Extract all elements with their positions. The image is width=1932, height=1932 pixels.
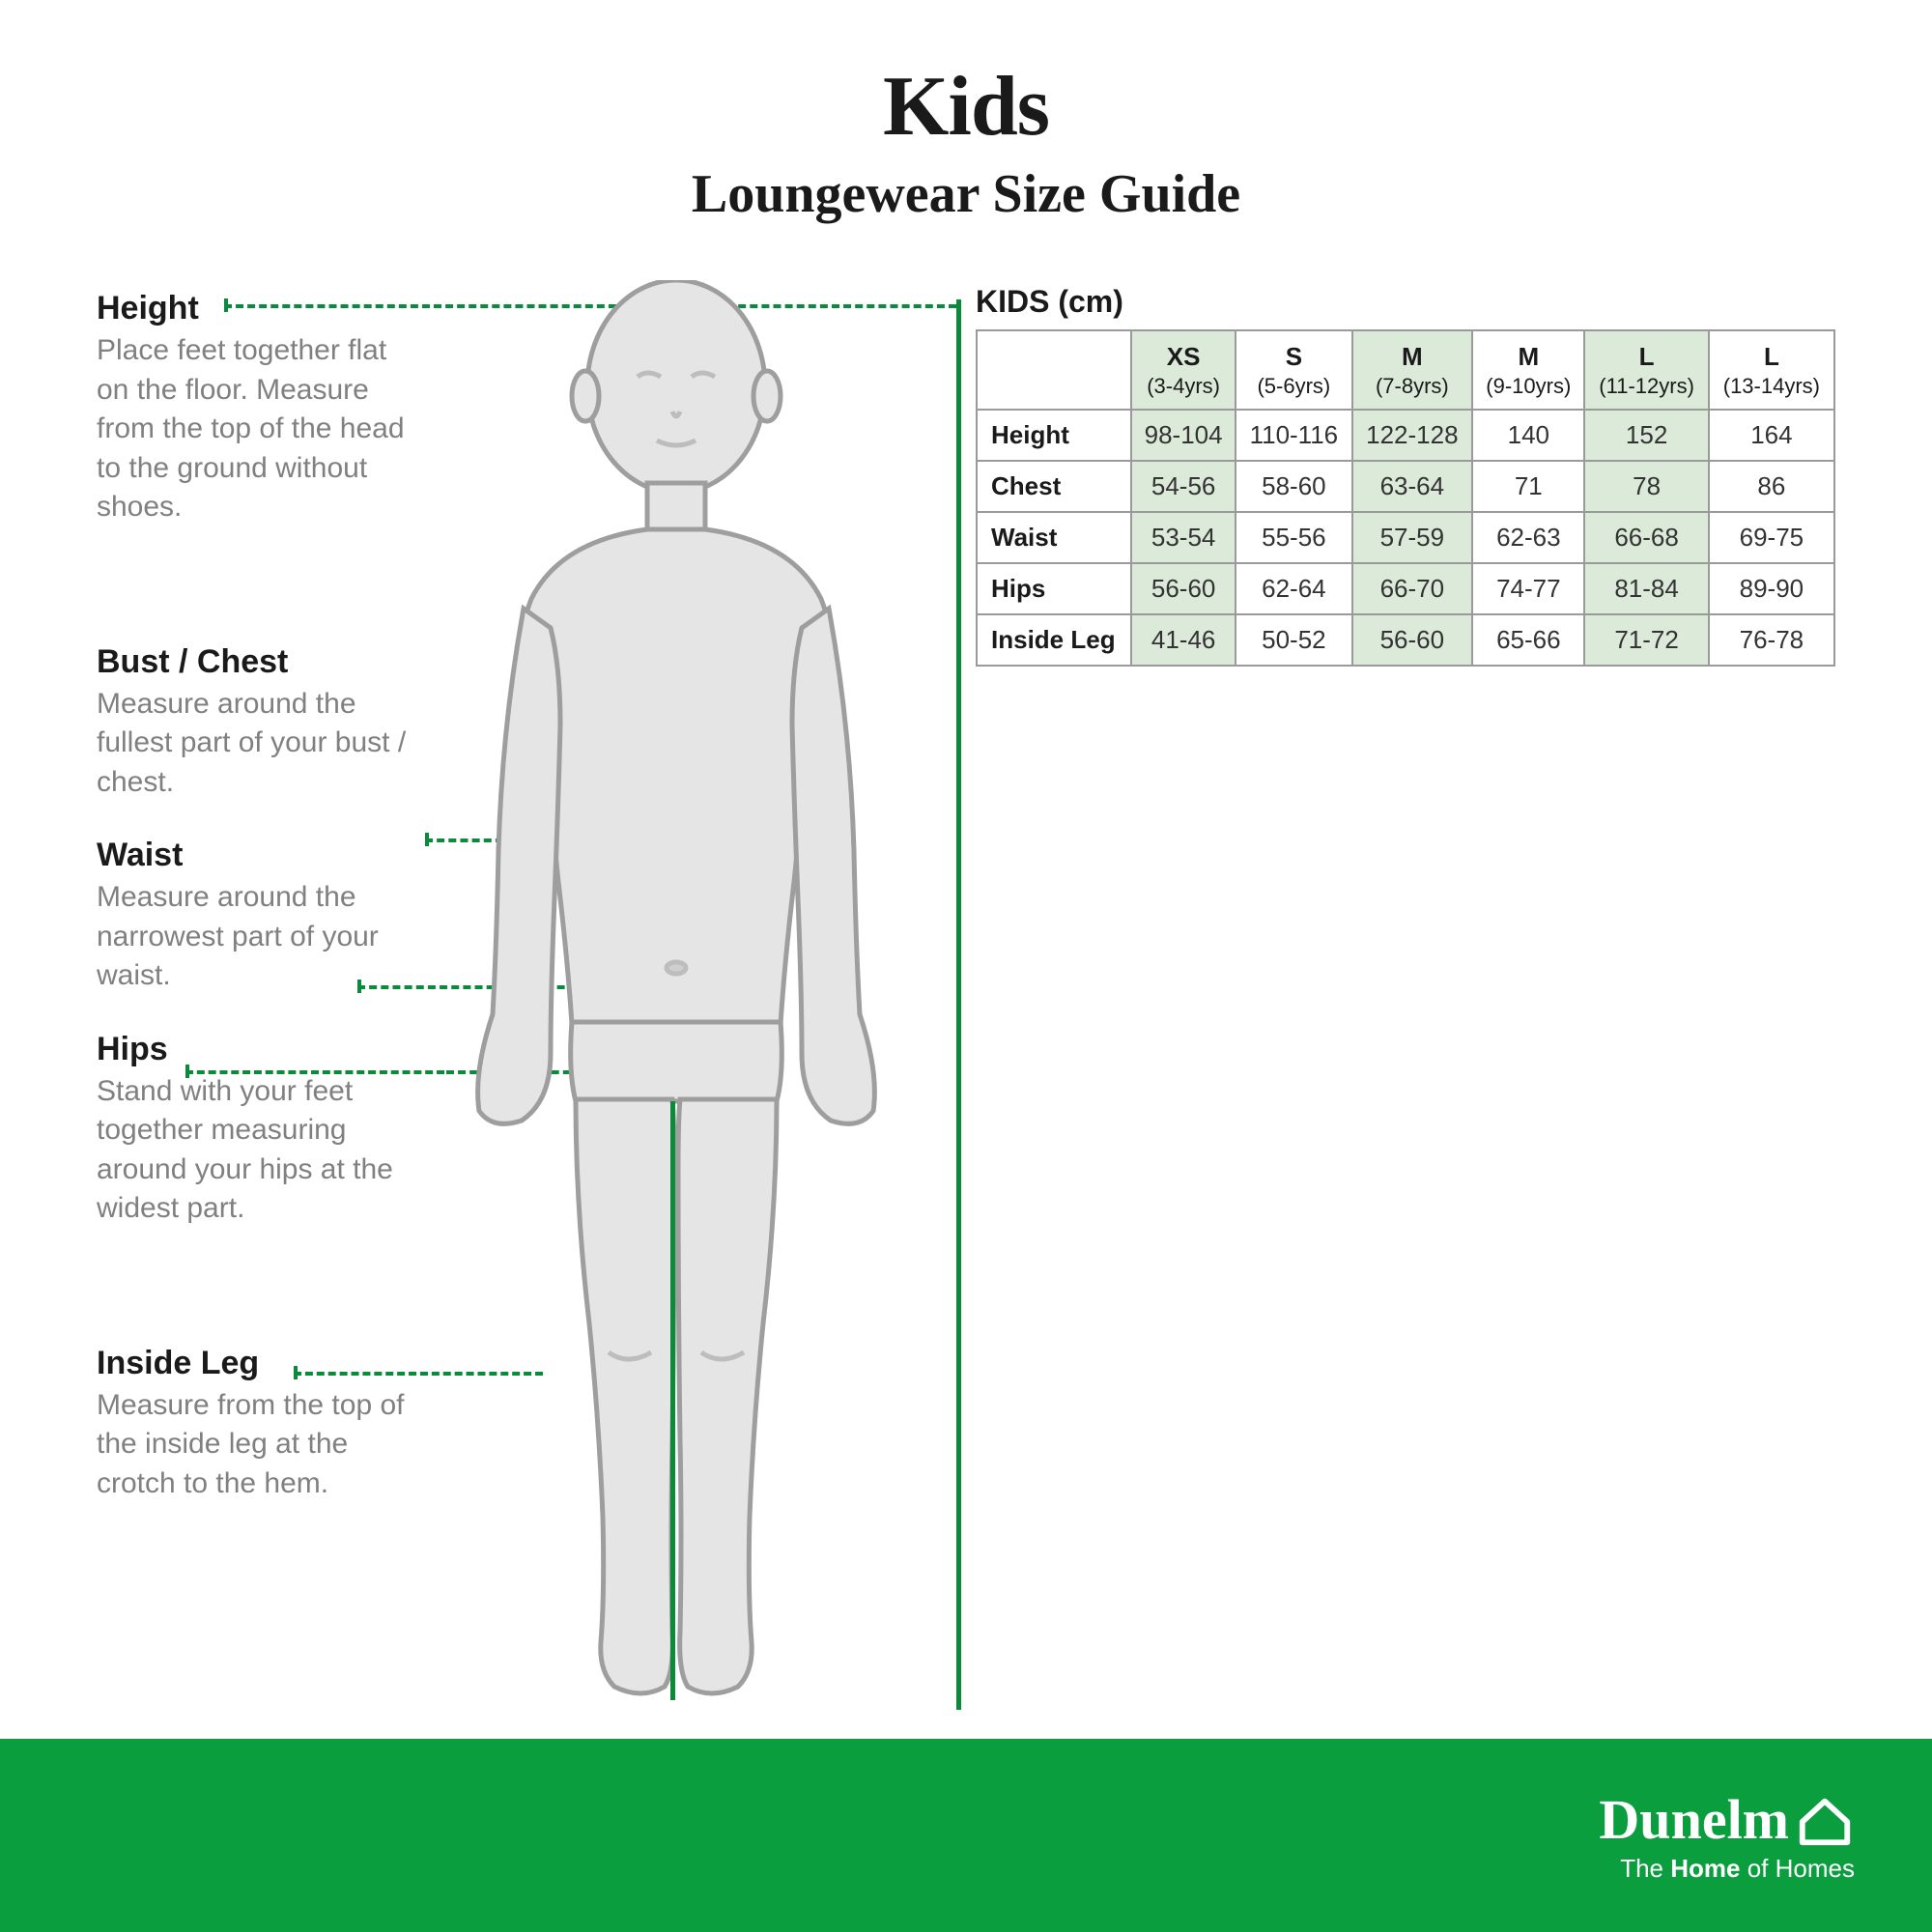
- table-cell: 81-84: [1584, 563, 1708, 614]
- table-row: Hips56-6062-6466-7074-7781-8489-90: [977, 563, 1834, 614]
- measure-title: Hips: [97, 1031, 425, 1068]
- row-label: Height: [977, 410, 1131, 461]
- table-cell: 122-128: [1352, 410, 1473, 461]
- table-cell: 57-59: [1352, 512, 1473, 563]
- measure-desc: Measure around the narrowest part of you…: [97, 878, 425, 996]
- measure-height: Height Place feet together flat on the f…: [97, 290, 425, 527]
- measure-inside-leg: Inside Leg Measure from the top of the i…: [97, 1345, 425, 1504]
- measure-desc: Measure from the top of the inside leg a…: [97, 1386, 425, 1504]
- table-title: KIDS (cm): [976, 284, 1835, 320]
- table-cell: 98-104: [1131, 410, 1236, 461]
- measure-title: Inside Leg: [97, 1345, 425, 1382]
- tagline-pre: The: [1620, 1854, 1670, 1883]
- measure-title: Waist: [97, 837, 425, 874]
- table-cell: 62-64: [1236, 563, 1351, 614]
- table-cell: 66-70: [1352, 563, 1473, 614]
- table-cell: 66-68: [1584, 512, 1708, 563]
- size-table: XS(3-4yrs)S(5-6yrs)M(7-8yrs)M(9-10yrs)L(…: [976, 329, 1835, 667]
- table-cell: 63-64: [1352, 461, 1473, 512]
- table-cell: 56-60: [1131, 563, 1236, 614]
- col-header: L(11-12yrs): [1584, 330, 1708, 410]
- table-cell: 58-60: [1236, 461, 1351, 512]
- tagline-post: of Homes: [1741, 1854, 1856, 1883]
- table-cell: 71-72: [1584, 614, 1708, 666]
- row-label: Hips: [977, 563, 1131, 614]
- page-header: Kids Loungewear Size Guide: [0, 0, 1932, 225]
- row-label: Waist: [977, 512, 1131, 563]
- tagline-bold: Home: [1670, 1854, 1740, 1883]
- footer-bar: Dunelm The Home of Homes: [0, 1739, 1932, 1932]
- house-icon: [1795, 1790, 1855, 1850]
- table-cell: 76-78: [1709, 614, 1834, 666]
- measurement-descriptions: Height Place feet together flat on the f…: [97, 290, 425, 1538]
- table-cell: 89-90: [1709, 563, 1834, 614]
- row-label: Chest: [977, 461, 1131, 512]
- table-row: Height98-104110-116122-128140152164: [977, 410, 1834, 461]
- table-cell: 110-116: [1236, 410, 1351, 461]
- measure-desc: Stand with your feet together measuring …: [97, 1072, 425, 1229]
- table-cell: 140: [1472, 410, 1584, 461]
- col-header: L(13-14yrs): [1709, 330, 1834, 410]
- row-label: Inside Leg: [977, 614, 1131, 666]
- table-cell: 41-46: [1131, 614, 1236, 666]
- table-cell: 56-60: [1352, 614, 1473, 666]
- table-cell: 55-56: [1236, 512, 1351, 563]
- table-row: Chest54-5658-6063-64717886: [977, 461, 1834, 512]
- table-cell: 62-63: [1472, 512, 1584, 563]
- size-table-section: KIDS (cm) XS(3-4yrs)S(5-6yrs)M(7-8yrs)M(…: [976, 284, 1835, 667]
- height-vertical-line: [956, 299, 961, 1710]
- col-header: M(7-8yrs): [1352, 330, 1473, 410]
- table-row: Waist53-5455-5657-5962-6366-6869-75: [977, 512, 1834, 563]
- measure-chest: Bust / Chest Measure around the fullest …: [97, 643, 425, 803]
- table-cell: 65-66: [1472, 614, 1584, 666]
- table-cell: 86: [1709, 461, 1834, 512]
- size-table-head: XS(3-4yrs)S(5-6yrs)M(7-8yrs)M(9-10yrs)L(…: [977, 330, 1834, 410]
- col-header: XS(3-4yrs): [1131, 330, 1236, 410]
- table-cell: 78: [1584, 461, 1708, 512]
- corner-cell: [977, 330, 1131, 410]
- table-row: Inside Leg41-4650-5256-6065-6671-7276-78: [977, 614, 1834, 666]
- measure-waist: Waist Measure around the narrowest part …: [97, 837, 425, 996]
- col-header: M(9-10yrs): [1472, 330, 1584, 410]
- measure-desc: Measure around the fullest part of your …: [97, 685, 425, 803]
- col-header: S(5-6yrs): [1236, 330, 1351, 410]
- table-cell: 69-75: [1709, 512, 1834, 563]
- measure-title: Bust / Chest: [97, 643, 425, 681]
- table-cell: 164: [1709, 410, 1834, 461]
- table-cell: 71: [1472, 461, 1584, 512]
- measure-title: Height: [97, 290, 425, 327]
- body-figure-svg: [406, 280, 947, 1710]
- body-figure: [406, 280, 947, 1710]
- table-cell: 50-52: [1236, 614, 1351, 666]
- measure-hips: Hips Stand with your feet together measu…: [97, 1031, 425, 1229]
- page-title: Kids: [0, 58, 1932, 156]
- table-cell: 53-54: [1131, 512, 1236, 563]
- table-cell: 74-77: [1472, 563, 1584, 614]
- size-table-body: Height98-104110-116122-128140152164Chest…: [977, 410, 1834, 666]
- brand-tagline: The Home of Homes: [1599, 1854, 1855, 1884]
- measure-desc: Place feet together flat on the floor. M…: [97, 331, 425, 527]
- page-subtitle: Loungewear Size Guide: [0, 163, 1932, 225]
- brand-name: Dunelm: [1599, 1787, 1789, 1852]
- table-cell: 54-56: [1131, 461, 1236, 512]
- table-cell: 152: [1584, 410, 1708, 461]
- brand-name-row: Dunelm: [1599, 1787, 1855, 1852]
- brand-block: Dunelm The Home of Homes: [1599, 1787, 1855, 1884]
- inside-leg-vertical-line: [670, 1101, 675, 1700]
